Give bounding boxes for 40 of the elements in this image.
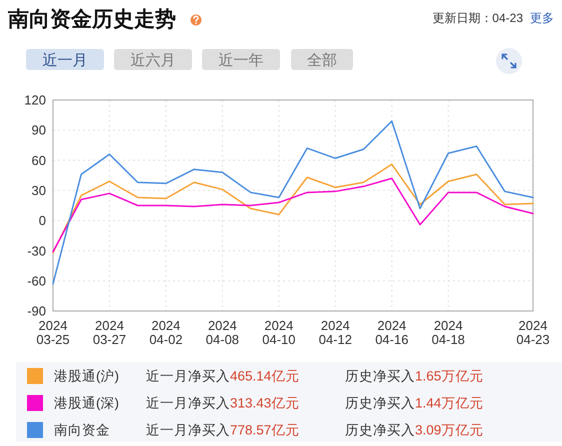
tab-button[interactable] xyxy=(202,49,280,70)
line-series xyxy=(52,178,534,252)
text: 更多 xyxy=(530,11,554,25)
chart-subtitle: 更新日期：04-23 xyxy=(432,11,524,25)
line-series xyxy=(52,120,534,285)
x-tick-label: 2024 04-12 xyxy=(318,318,352,347)
legend-label: 南向资金 xyxy=(54,422,110,438)
x-tick-label: 2024 03-25 xyxy=(36,318,70,347)
legend-label: 港股通(深) xyxy=(54,396,119,411)
x-tick-label: 2024 04-18 xyxy=(432,318,465,347)
text: 全部 xyxy=(307,52,337,69)
text: 历史净买入1.44万亿元 xyxy=(345,396,484,411)
y-tick-label: -30 xyxy=(27,243,46,258)
y-tick-label: 60 xyxy=(32,152,46,168)
text: 历史净买入1.65万亿元 xyxy=(345,368,484,384)
y-tick-label: 120 xyxy=(24,92,46,108)
tab-button[interactable] xyxy=(114,49,192,70)
y-tick-label: 90 xyxy=(32,122,46,138)
x-tick-label: 2024 04-02 xyxy=(149,318,183,347)
x-tick-label: 2024 04-23 xyxy=(516,318,550,347)
chart-title: 南向资金历史走势 xyxy=(7,8,176,31)
y-tick-label: 30 xyxy=(32,182,46,198)
text: 近一月 xyxy=(42,52,88,69)
y-tick-label: -60 xyxy=(27,273,46,288)
tab-button[interactable] xyxy=(26,49,104,70)
x-tick-label: 2024 03-27 xyxy=(92,318,126,347)
text: 历史净买入3.09万亿元 xyxy=(345,422,484,438)
line-series xyxy=(52,164,534,254)
text: 近一年 xyxy=(218,52,264,69)
x-tick-label: 2024 04-16 xyxy=(375,318,408,347)
y-tick-label: -90 xyxy=(27,304,46,319)
text: 近一月净买入465.14亿元 xyxy=(146,368,300,384)
y-tick-label: 0 xyxy=(38,213,46,228)
legend-label: 港股通(沪) xyxy=(54,368,119,384)
tab-button[interactable] xyxy=(291,49,353,70)
x-tick-label: 2024 04-08 xyxy=(206,318,240,347)
x-tick-label: 2024 04-10 xyxy=(262,318,296,347)
text: 近六月 xyxy=(130,52,176,69)
text: 近一月净买入778.57亿元 xyxy=(146,422,300,438)
text: 近一月净买入313.43亿元 xyxy=(146,396,300,411)
